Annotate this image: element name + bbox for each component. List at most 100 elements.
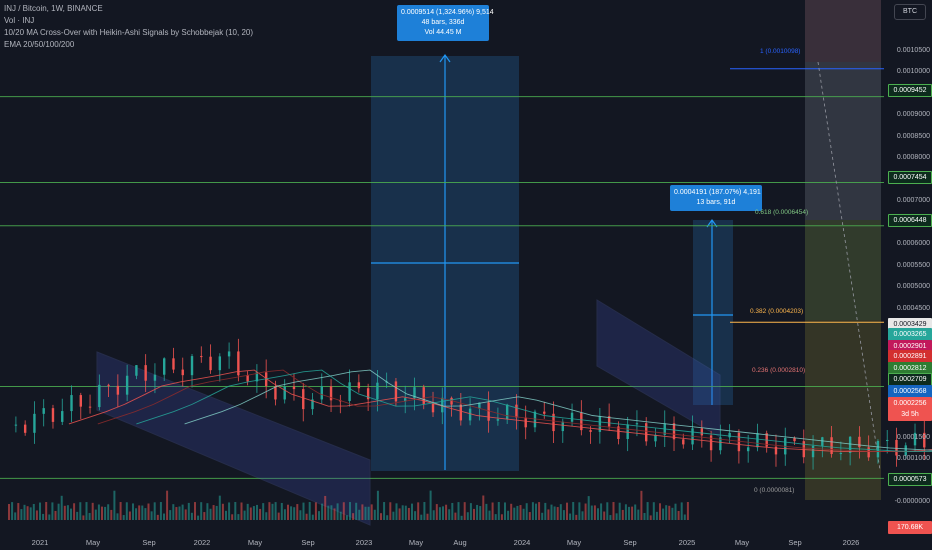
candle-body [51, 408, 55, 422]
volume-bar [655, 511, 658, 520]
volume-bar [640, 490, 643, 520]
volume-bar [104, 506, 107, 520]
volume-bar [324, 495, 327, 520]
volume-bar [618, 502, 621, 520]
volume-bar [429, 490, 432, 520]
candle-body [116, 385, 120, 395]
volume-bar [159, 502, 162, 520]
volume-bar [271, 503, 274, 520]
time-axis-label: Sep [301, 538, 315, 547]
price-badge: 170.68K [888, 521, 932, 534]
candle-body [320, 386, 323, 400]
channel-1 [96, 351, 371, 526]
candle-body [311, 399, 314, 410]
volume-bar [445, 504, 448, 520]
volume-bar [218, 495, 221, 520]
candle-body [811, 445, 815, 458]
candle-body [746, 447, 750, 452]
candle-body [135, 365, 138, 376]
volume-bar [438, 507, 441, 520]
volume-bar [339, 511, 342, 520]
candle-body [719, 437, 722, 451]
volume-bar [23, 504, 26, 520]
candle-body [607, 416, 611, 427]
volume-bar [473, 508, 475, 520]
volume-bar [132, 503, 134, 520]
time-axis-label: May [85, 538, 101, 547]
measure-arrowhead-2 [706, 218, 718, 228]
volume-bar [535, 503, 537, 520]
ema-200-line [184, 369, 932, 451]
volume-bar [277, 512, 280, 520]
volume-bar [392, 511, 395, 520]
candle-body [394, 381, 398, 402]
candle-body [524, 417, 527, 428]
candle-body [144, 365, 147, 381]
volume-bar [26, 506, 29, 520]
volume-bar [643, 512, 646, 520]
candle-body [598, 416, 602, 432]
candle-body [61, 411, 64, 422]
volume-bar [389, 502, 392, 520]
time-axis-label: Sep [142, 538, 156, 547]
tooltip-1-bars: 48 bars, 336d [421, 19, 465, 26]
volume-bar [562, 510, 565, 520]
volume-bar [85, 502, 88, 520]
volume-bar [556, 507, 559, 520]
volume-bar [141, 505, 144, 520]
candle-body [181, 369, 184, 376]
price-badge: 0.0009452 [888, 84, 932, 97]
candle-body [505, 404, 509, 420]
volume-bar [469, 503, 472, 520]
candle-body [163, 358, 166, 375]
candle-body [366, 388, 370, 400]
price-scale-label: 0.0010000 [896, 68, 930, 75]
volume-bar [516, 505, 519, 520]
candle-body [552, 413, 555, 432]
volume-bar [349, 502, 351, 520]
volume-bar [259, 508, 262, 520]
candle-body [246, 375, 249, 382]
volume-bar [60, 495, 63, 520]
volume-bar [314, 502, 317, 520]
candle-body [431, 403, 435, 413]
volume-bar [94, 509, 97, 520]
volume-bar [525, 503, 528, 520]
time-axis-label: May [734, 538, 750, 547]
time-axis-label: 2026 [842, 538, 860, 547]
volume-bar [476, 504, 479, 520]
candle-body [227, 351, 231, 357]
volume-bar [541, 512, 544, 520]
fib-label-618: 0.618 (0.0006454) [755, 209, 809, 216]
volume-bar [63, 505, 66, 520]
legend-indicator: 10/20 MA Cross-Over with Heikin-Ashi Sig… [4, 28, 253, 37]
candle-body [654, 434, 657, 442]
candle-body [88, 406, 92, 408]
volume-bar [42, 513, 45, 520]
volume-bar [113, 490, 116, 520]
candle-body [913, 432, 917, 446]
volume-bar [488, 510, 491, 520]
volume-bar [442, 506, 444, 520]
volume-bar [97, 504, 100, 520]
currency-button[interactable]: BTC [894, 4, 926, 20]
candle-body [672, 423, 676, 440]
volume-bar [345, 515, 348, 520]
candle-body [468, 408, 472, 421]
candle-body [728, 432, 731, 438]
volume-bar [584, 503, 587, 520]
volume-bar [531, 502, 534, 520]
candle-body [255, 372, 259, 382]
volume-bar [411, 503, 413, 520]
volume-bar [364, 506, 367, 520]
candle-body [570, 412, 574, 422]
candle-body [274, 386, 277, 400]
candle-body [23, 424, 27, 433]
volume-bar [587, 496, 590, 520]
volume-bar [175, 507, 178, 520]
volume-bar [479, 506, 482, 520]
volume-bar [597, 508, 599, 520]
candle-body [153, 374, 157, 381]
volume-bar [153, 502, 156, 520]
